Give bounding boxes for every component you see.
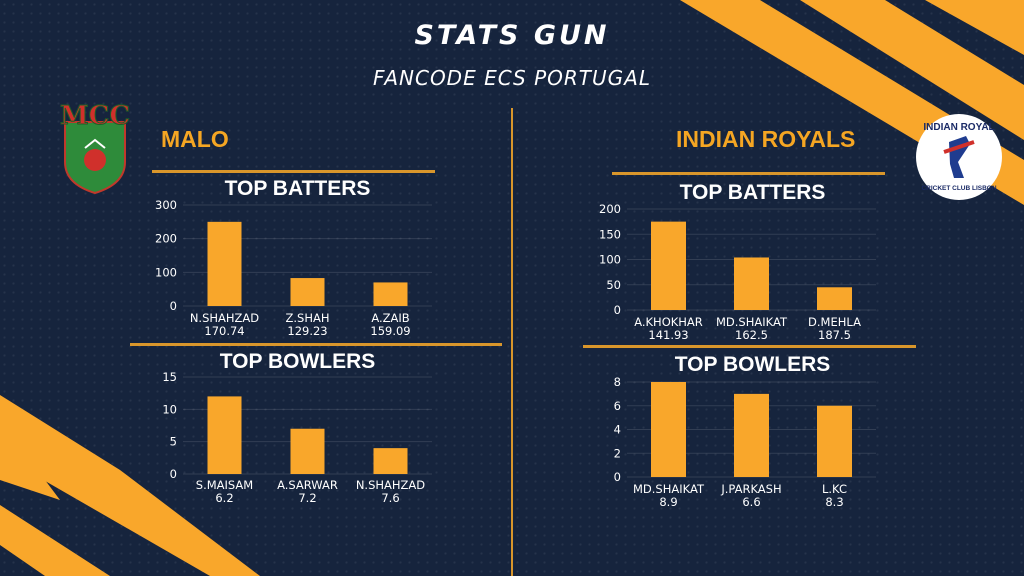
category-sublabel: 141.93 xyxy=(648,328,688,342)
y-tick-label: 2 xyxy=(614,446,621,460)
category-sublabel: 7.6 xyxy=(381,491,399,505)
streak-shape xyxy=(0,420,60,500)
y-tick-label: 5 xyxy=(170,435,177,449)
bar xyxy=(207,221,242,306)
section-title-top-bowlers-left: TOP BOWLERS xyxy=(219,350,376,373)
y-tick-label: 100 xyxy=(599,253,621,267)
category-sublabel: 6.6 xyxy=(742,495,760,509)
category-sublabel: 8.3 xyxy=(825,495,843,509)
category-sublabel: 7.2 xyxy=(298,491,316,505)
category-label: A.KHOKHAR xyxy=(634,315,703,329)
category-label: J.PARKASH xyxy=(720,482,781,496)
bar xyxy=(734,257,769,310)
page-subtitle: FANCODE ECS PORTUGAL xyxy=(373,66,651,90)
y-tick-label: 4 xyxy=(614,423,621,437)
y-tick-label: 0 xyxy=(614,303,621,317)
bar xyxy=(817,287,852,310)
category-label: A.ZAIB xyxy=(371,311,409,325)
category-label: N.SHAHZAD xyxy=(190,311,259,325)
batsman-crest-icon: INDIAN ROYAL CRICKET CLUB LISBON xyxy=(916,114,1002,200)
category-label: A.SARWAR xyxy=(277,478,338,492)
y-tick-label: 8 xyxy=(614,375,621,389)
y-tick-label: 10 xyxy=(162,402,177,416)
category-label: L.KC xyxy=(822,482,847,496)
streak-shape xyxy=(925,0,1024,55)
y-tick-label: 200 xyxy=(599,202,621,216)
streak-shape xyxy=(0,505,110,576)
bar xyxy=(207,396,242,474)
category-sublabel: 170.74 xyxy=(204,324,244,338)
category-sublabel: 187.5 xyxy=(818,328,851,342)
bar xyxy=(290,428,325,474)
category-sublabel: 6.2 xyxy=(215,491,233,505)
team-name-left: MALO xyxy=(161,126,229,152)
center-divider xyxy=(511,108,513,576)
category-sublabel: 159.09 xyxy=(370,324,410,338)
section-title-top-batters-right: TOP BATTERS xyxy=(679,181,826,204)
header-underline-right xyxy=(612,172,885,175)
y-tick-label: 200 xyxy=(155,232,177,246)
logo-text: MCC xyxy=(60,101,130,131)
category-sublabel: 129.23 xyxy=(287,324,327,338)
header-underline-left xyxy=(152,170,435,173)
y-tick-label: 6 xyxy=(614,399,621,413)
category-label: N.SHAHZAD xyxy=(356,478,425,492)
y-tick-label: 150 xyxy=(599,227,621,241)
bar xyxy=(651,382,686,477)
bar xyxy=(817,405,852,477)
section-divider-right xyxy=(583,345,916,348)
mcc-crest-icon: MCC xyxy=(59,101,131,195)
category-sublabel: 162.5 xyxy=(735,328,768,342)
y-tick-label: 0 xyxy=(170,467,177,481)
team-name-right: INDIAN ROYALS xyxy=(676,126,856,152)
category-label: S.MAISAM xyxy=(196,478,253,492)
logo-text: INDIAN ROYAL xyxy=(923,122,994,133)
category-label: MD.SHAIKAT xyxy=(633,482,705,496)
y-tick-label: 100 xyxy=(155,265,177,279)
y-tick-label: 0 xyxy=(614,470,621,484)
y-tick-label: 50 xyxy=(606,278,621,292)
bar xyxy=(373,282,408,306)
streak-shape xyxy=(800,0,1024,140)
section-divider-left xyxy=(130,343,502,346)
category-label: MD.SHAIKAT xyxy=(716,315,788,329)
bar xyxy=(734,393,769,477)
section-title-top-batters-left: TOP BATTERS xyxy=(224,177,371,200)
section-title-top-bowlers-right: TOP BOWLERS xyxy=(674,353,831,376)
category-label: D.MEHLA xyxy=(808,315,861,329)
category-label: Z.SHAH xyxy=(286,311,330,325)
page-title: STATS GUN xyxy=(414,20,610,51)
bar xyxy=(373,448,408,474)
streak-shape xyxy=(0,395,260,576)
category-sublabel: 8.9 xyxy=(659,495,677,509)
y-tick-label: 300 xyxy=(155,198,177,212)
logo-subtext: CRICKET CLUB LISBON xyxy=(921,185,996,192)
y-tick-label: 15 xyxy=(162,370,177,384)
y-tick-label: 0 xyxy=(170,299,177,313)
bar xyxy=(290,278,325,306)
bar xyxy=(651,221,686,310)
